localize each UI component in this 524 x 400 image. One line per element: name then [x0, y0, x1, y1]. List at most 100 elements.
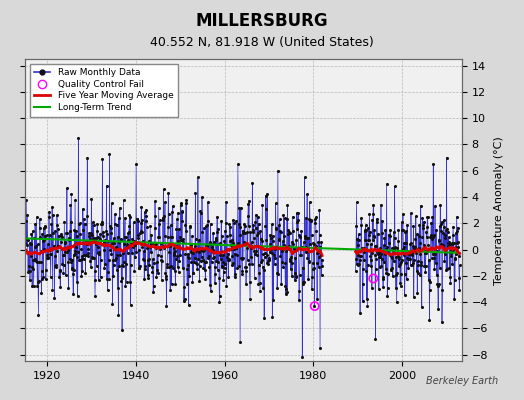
Point: [97, 220, 105, 227]
Point: [147, 232, 156, 238]
Point: [316, 252, 325, 258]
Point: [294, 232, 303, 238]
Point: [161, 276, 170, 283]
Point: [429, 161, 438, 167]
Point: [200, 267, 209, 273]
Point: [372, 256, 380, 262]
Point: [146, 241, 155, 247]
Point: [365, 237, 373, 243]
Point: [221, 261, 230, 267]
Point: [296, 234, 304, 240]
Point: [30, 235, 39, 241]
Point: [425, 257, 433, 263]
Point: [49, 229, 58, 236]
Point: [85, 239, 94, 246]
Point: [50, 263, 59, 270]
Point: [196, 210, 205, 217]
Point: [54, 226, 62, 233]
Point: [286, 256, 294, 262]
Point: [387, 266, 395, 273]
Point: [405, 248, 413, 255]
Point: [128, 236, 137, 242]
Point: [150, 225, 159, 231]
Point: [267, 246, 275, 253]
Point: [202, 223, 210, 230]
Point: [447, 240, 456, 247]
Point: [38, 230, 47, 237]
Point: [95, 251, 103, 258]
Text: MILLERSBURG: MILLERSBURG: [195, 12, 329, 30]
Point: [234, 221, 243, 227]
Point: [421, 263, 430, 269]
Point: [248, 261, 256, 267]
Point: [132, 249, 140, 255]
Point: [433, 272, 441, 278]
Point: [361, 228, 369, 235]
Point: [31, 244, 40, 250]
Point: [28, 228, 37, 234]
Point: [361, 236, 369, 243]
Point: [424, 242, 432, 248]
Point: [362, 268, 370, 274]
Point: [184, 261, 192, 268]
Point: [383, 244, 391, 250]
Point: [257, 258, 265, 265]
Point: [409, 260, 417, 266]
Point: [352, 222, 361, 229]
Point: [114, 234, 122, 240]
Point: [260, 254, 269, 260]
Point: [94, 277, 103, 283]
Point: [244, 222, 253, 229]
Point: [429, 233, 437, 240]
Point: [75, 220, 84, 227]
Point: [115, 215, 123, 222]
Point: [191, 236, 200, 243]
Point: [355, 256, 364, 263]
Point: [234, 161, 242, 167]
Point: [118, 327, 126, 333]
Point: [237, 255, 245, 261]
Point: [427, 234, 435, 240]
Point: [232, 244, 240, 251]
Point: [58, 234, 66, 240]
Point: [357, 215, 365, 222]
Point: [31, 221, 39, 228]
Point: [106, 224, 115, 231]
Point: [119, 197, 128, 203]
Point: [441, 231, 449, 238]
Point: [406, 241, 414, 247]
Point: [60, 252, 68, 258]
Point: [361, 227, 369, 234]
Point: [422, 228, 431, 235]
Point: [243, 256, 252, 263]
Point: [136, 228, 145, 234]
Point: [110, 235, 118, 241]
Point: [392, 285, 400, 292]
Point: [82, 252, 90, 258]
Point: [212, 237, 220, 243]
Point: [246, 229, 255, 236]
Point: [59, 262, 68, 268]
Point: [375, 286, 383, 293]
Point: [116, 252, 124, 258]
Point: [125, 229, 133, 235]
Point: [390, 258, 398, 264]
Point: [445, 240, 454, 247]
Point: [200, 225, 208, 231]
Point: [66, 228, 74, 235]
Point: [401, 229, 410, 235]
Point: [368, 237, 377, 244]
Point: [111, 256, 119, 263]
Point: [388, 245, 396, 251]
Point: [80, 252, 89, 258]
Point: [270, 261, 279, 267]
Point: [308, 232, 316, 238]
Point: [445, 265, 453, 271]
Point: [126, 279, 134, 285]
Point: [127, 239, 136, 245]
Point: [152, 259, 161, 265]
Point: [112, 266, 121, 273]
Point: [141, 262, 149, 269]
Point: [244, 213, 252, 219]
Point: [299, 279, 308, 286]
